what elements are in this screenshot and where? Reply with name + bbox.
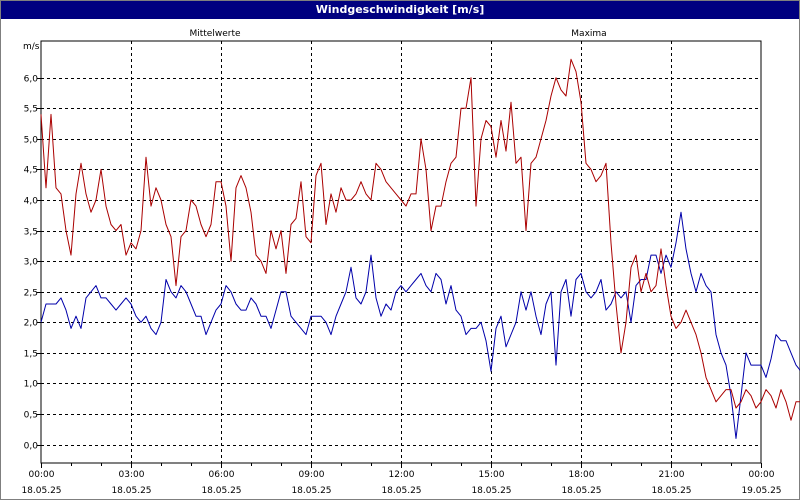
x-tick-date-label: 18.05.25	[201, 486, 241, 496]
y-tick-label: 0,0	[24, 442, 39, 452]
x-tick-date-label: 18.05.25	[21, 486, 61, 496]
x-tick-time-label: 18:00	[569, 470, 595, 480]
y-tick-label: 4,0	[24, 197, 39, 207]
x-tick-date-label: 18.05.25	[561, 486, 601, 496]
x-tick-time-label: 00:00	[749, 470, 775, 480]
legend-max-label: Maxima	[571, 29, 606, 39]
chart-title: Windgeschwindigkeit [m/s]	[1, 1, 799, 19]
y-axis-unit-label: m/s	[23, 42, 40, 52]
x-tick-date-label: 18.05.25	[291, 486, 331, 496]
x-tick-time-label: 21:00	[659, 470, 685, 480]
mean-wind-line	[40, 211, 800, 439]
x-tick-time-label: 03:00	[119, 470, 145, 480]
y-tick-label: 4,5	[24, 166, 38, 176]
y-tick-label: 2,5	[24, 289, 38, 299]
y-tick-label: 2,0	[24, 319, 39, 329]
x-tick-time-label: 15:00	[479, 470, 505, 480]
legend-mean-label: Mittelwerte	[189, 29, 240, 39]
y-tick-label: 0,5	[24, 411, 38, 421]
series	[40, 58, 800, 439]
y-tick-label: 1,5	[24, 350, 38, 360]
x-tick-time-label: 06:00	[209, 470, 235, 480]
x-tick-date-label: 18.05.25	[381, 486, 421, 496]
y-tick-label: 1,0	[24, 380, 39, 390]
y-tick-label: 5,5	[24, 105, 38, 115]
x-tick-time-label: 12:00	[389, 470, 415, 480]
y-tick-label: 6,0	[24, 75, 39, 85]
grid	[41, 41, 761, 463]
x-tick-time-label: 00:00	[29, 470, 55, 480]
max-wind-line	[40, 58, 800, 421]
y-tick-label: 3,0	[24, 258, 39, 268]
x-tick-date-label: 19.05.25	[741, 486, 781, 496]
x-tick-date-label: 18.05.25	[111, 486, 151, 496]
x-tick-date-label: 18.05.25	[651, 486, 691, 496]
x-tick-time-label: 09:00	[299, 470, 325, 480]
y-tick-label: 5,0	[24, 136, 39, 146]
y-tick-label: 3,5	[24, 228, 38, 238]
axes: 0,0 0,5 1,0 1,5 2,0 2,5 3,0 3,5 4,0 4,5 5,0 5,5 6,0 0…	[21, 40, 782, 496]
x-tick-date-label: 18.05.25	[471, 486, 511, 496]
